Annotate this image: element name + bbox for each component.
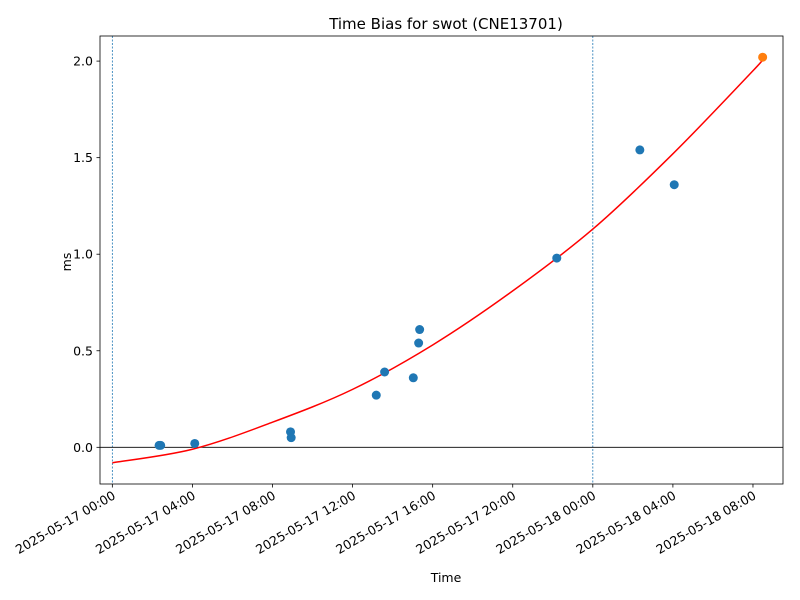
y-axis-label: ms: [59, 253, 74, 272]
data-point-8: [414, 338, 424, 348]
latest-data-point: [758, 52, 768, 62]
y-tick-label-2: 1.0: [73, 247, 93, 262]
data-point-5: [371, 390, 381, 400]
y-tick-label-3: 1.5: [73, 150, 93, 165]
y-tick-label-0: 0.0: [73, 440, 93, 455]
data-point-11: [635, 145, 645, 155]
data-point-7: [408, 373, 418, 383]
data-point-9: [415, 325, 425, 335]
y-tick-label-1: 0.5: [73, 343, 93, 358]
x-axis-label: Time: [430, 570, 462, 585]
data-point-1: [156, 440, 166, 450]
y-tick-label-4: 2.0: [73, 54, 93, 69]
chart-title: Time Bias for swot (CNE13701): [328, 15, 563, 33]
fit-curve: [112, 58, 764, 464]
plot-frame: [99, 35, 784, 485]
data-point-4: [286, 433, 296, 443]
data-point-6: [380, 367, 390, 377]
data-point-2: [190, 438, 200, 448]
data-point-10: [552, 253, 562, 263]
data-point-12: [669, 180, 679, 190]
